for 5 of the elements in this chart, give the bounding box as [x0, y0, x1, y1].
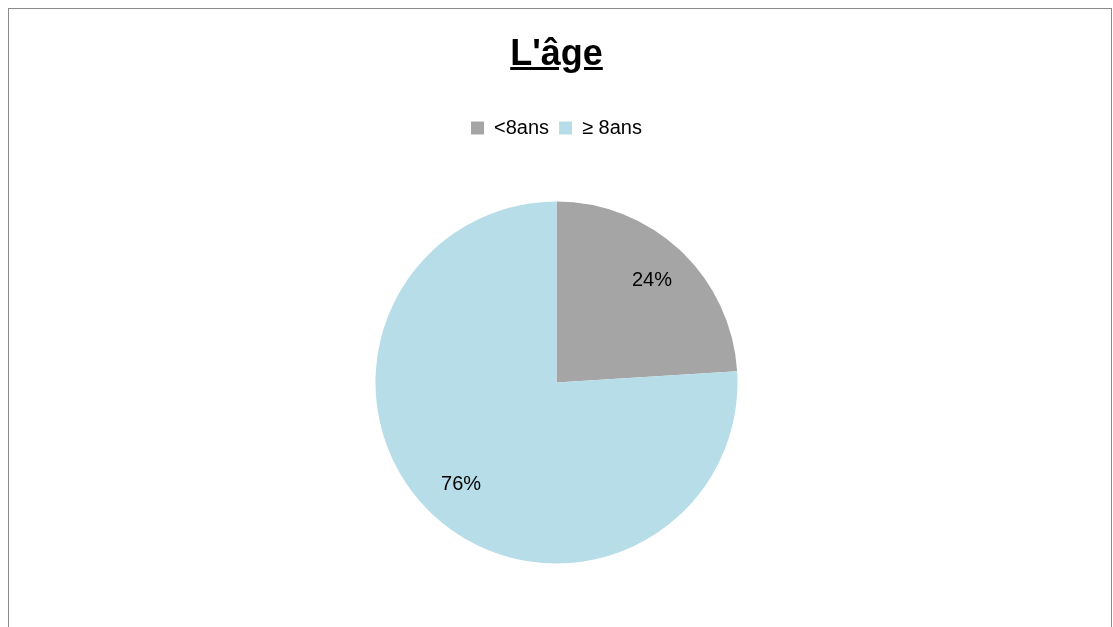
legend-label: ≥ 8ans [582, 115, 642, 138]
chart-title: L'âge [509, 32, 604, 74]
data-label: 76% [441, 471, 482, 494]
data-label: 24% [631, 268, 673, 291]
legend-label: <8ans [494, 115, 550, 138]
